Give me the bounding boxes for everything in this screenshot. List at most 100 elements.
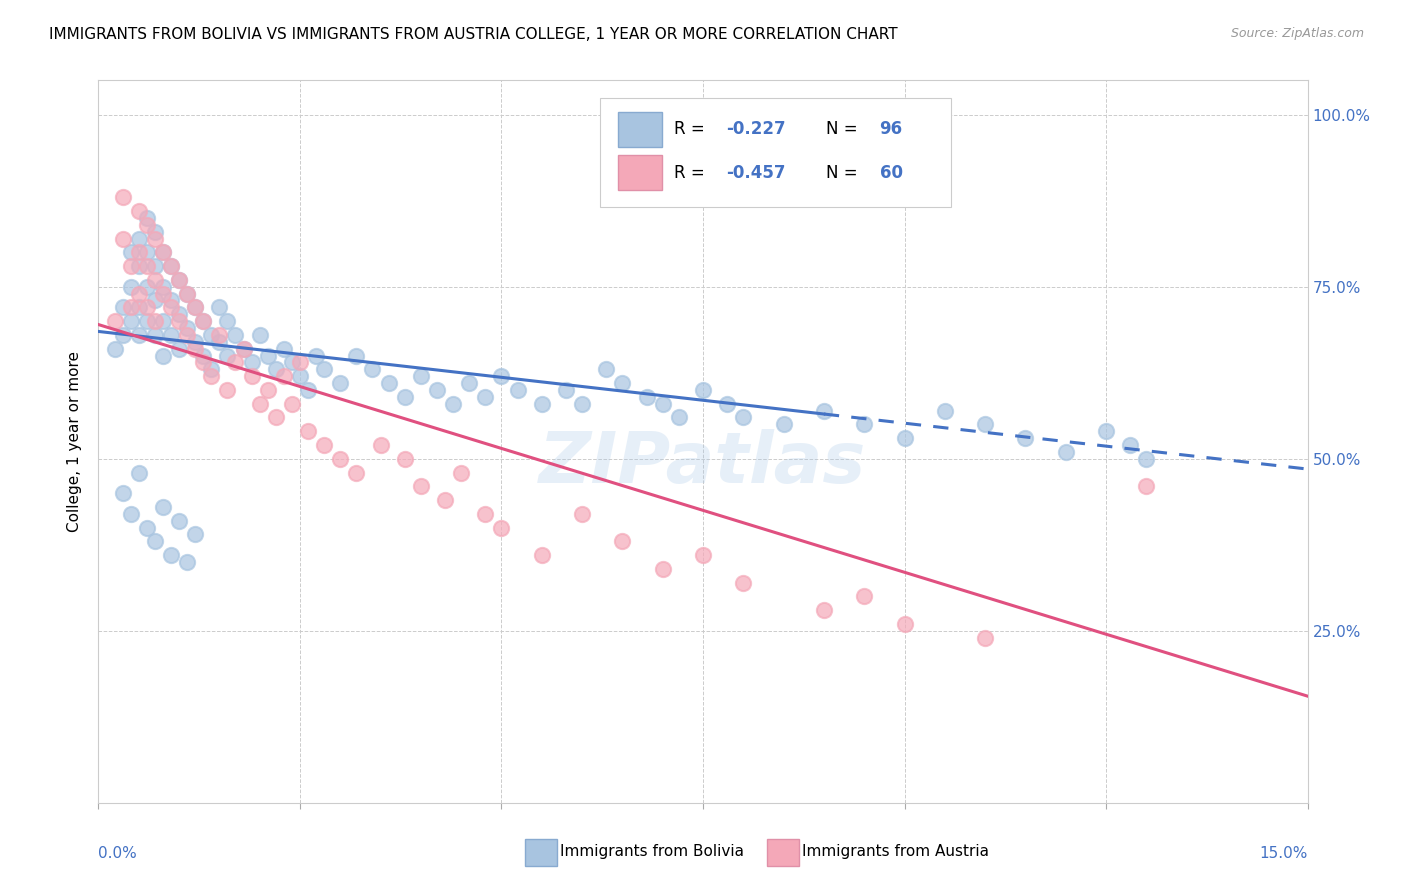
Point: [143, 314, 166, 328]
Point: [120, 279, 142, 293]
Point: [208, 327, 231, 342]
Point: [135, 301, 157, 315]
Point: [668, 410, 690, 425]
Point: [281, 355, 304, 369]
Point: [120, 507, 142, 521]
Point: [120, 301, 142, 315]
Point: [143, 259, 166, 273]
Point: [240, 369, 263, 384]
Text: N =: N =: [827, 164, 863, 182]
Point: [240, 355, 263, 369]
Point: [200, 327, 222, 342]
Point: [160, 259, 183, 273]
Point: [184, 342, 207, 356]
Point: [409, 479, 432, 493]
Point: [264, 362, 287, 376]
Point: [474, 390, 496, 404]
Point: [256, 383, 278, 397]
Point: [152, 286, 174, 301]
Point: [135, 520, 157, 534]
Point: [426, 383, 449, 397]
Point: [184, 334, 207, 349]
Point: [636, 390, 658, 404]
Point: [128, 466, 150, 480]
Point: [273, 342, 295, 356]
Point: [232, 342, 254, 356]
Point: [128, 204, 150, 219]
Point: [184, 301, 207, 315]
Point: [853, 417, 876, 432]
Point: [176, 327, 198, 342]
Point: [1119, 438, 1142, 452]
Point: [772, 417, 794, 432]
Point: [128, 245, 150, 260]
Text: -0.457: -0.457: [725, 164, 786, 182]
Point: [135, 218, 157, 232]
Text: R =: R =: [673, 120, 710, 138]
Point: [1095, 424, 1118, 438]
Point: [651, 397, 673, 411]
Point: [314, 362, 336, 376]
Point: [934, 403, 956, 417]
Y-axis label: College, 1 year or more: College, 1 year or more: [67, 351, 83, 532]
Point: [450, 466, 472, 480]
Point: [595, 362, 617, 376]
Point: [1014, 431, 1036, 445]
Point: [974, 631, 997, 645]
Point: [176, 286, 198, 301]
Point: [152, 279, 174, 293]
Point: [733, 575, 755, 590]
Point: [200, 369, 222, 384]
Point: [103, 342, 125, 356]
Point: [361, 362, 384, 376]
Point: [111, 301, 134, 315]
FancyBboxPatch shape: [768, 838, 799, 865]
Point: [184, 301, 207, 315]
Point: [167, 307, 190, 321]
Point: [160, 548, 183, 562]
Text: IMMIGRANTS FROM BOLIVIA VS IMMIGRANTS FROM AUSTRIA COLLEGE, 1 YEAR OR MORE CORRE: IMMIGRANTS FROM BOLIVIA VS IMMIGRANTS FR…: [49, 27, 898, 42]
Point: [571, 397, 593, 411]
Point: [128, 301, 150, 315]
Text: Immigrants from Austria: Immigrants from Austria: [803, 845, 990, 859]
Point: [193, 355, 215, 369]
Point: [111, 327, 134, 342]
Point: [612, 534, 634, 549]
Point: [120, 245, 142, 260]
Point: [143, 293, 166, 308]
Point: [716, 397, 738, 411]
Point: [217, 349, 239, 363]
Point: [200, 362, 222, 376]
Point: [143, 534, 166, 549]
Text: 0.0%: 0.0%: [98, 847, 138, 861]
Point: [288, 369, 311, 384]
Point: [458, 376, 481, 390]
Text: ZIPatlas: ZIPatlas: [540, 429, 866, 498]
Point: [692, 548, 714, 562]
Point: [612, 376, 634, 390]
Text: N =: N =: [827, 120, 863, 138]
Point: [143, 273, 166, 287]
Point: [103, 314, 125, 328]
Point: [184, 527, 207, 541]
Point: [135, 279, 157, 293]
Point: [135, 259, 157, 273]
Point: [152, 500, 174, 514]
Text: 60: 60: [880, 164, 903, 182]
Point: [217, 314, 239, 328]
Point: [128, 231, 150, 245]
Point: [441, 397, 464, 411]
Point: [176, 555, 198, 569]
Point: [143, 225, 166, 239]
Point: [135, 314, 157, 328]
Point: [571, 507, 593, 521]
Point: [160, 293, 183, 308]
Point: [193, 349, 215, 363]
Point: [297, 424, 319, 438]
Point: [143, 327, 166, 342]
Point: [281, 397, 304, 411]
Point: [329, 376, 352, 390]
Point: [167, 342, 190, 356]
Point: [208, 301, 231, 315]
Point: [530, 548, 553, 562]
